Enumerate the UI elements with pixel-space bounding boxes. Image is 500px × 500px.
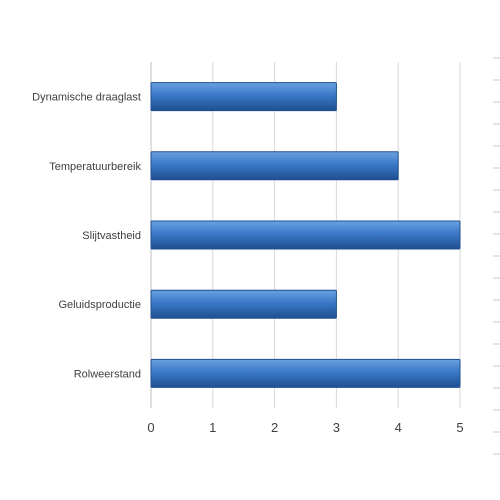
x-tick-label: 0 — [147, 420, 154, 435]
x-tick-label: 4 — [395, 420, 402, 435]
bar — [150, 220, 461, 250]
bar — [150, 82, 337, 112]
x-tick-label: 5 — [456, 420, 463, 435]
bar — [150, 151, 399, 181]
bars — [150, 82, 461, 388]
category-label: Temperatuurbereik — [49, 161, 141, 173]
x-tick-label: 2 — [271, 420, 278, 435]
category-label: Geluidsproductie — [58, 299, 141, 311]
category-label: Dynamische draaglast — [32, 92, 141, 104]
category-label: Slijtvastheid — [82, 230, 141, 242]
x-tick-label: 1 — [209, 420, 216, 435]
x-tick-label: 3 — [333, 420, 340, 435]
category-label: Rolweerstand — [74, 368, 141, 380]
bar — [150, 289, 337, 319]
right-edge-ticks — [493, 57, 500, 455]
x-tick-labels: 0 1 2 3 4 5 — [147, 420, 463, 435]
bar — [150, 358, 461, 388]
category-labels: Dynamische draaglast Temperatuurbereik Sli… — [32, 92, 141, 381]
